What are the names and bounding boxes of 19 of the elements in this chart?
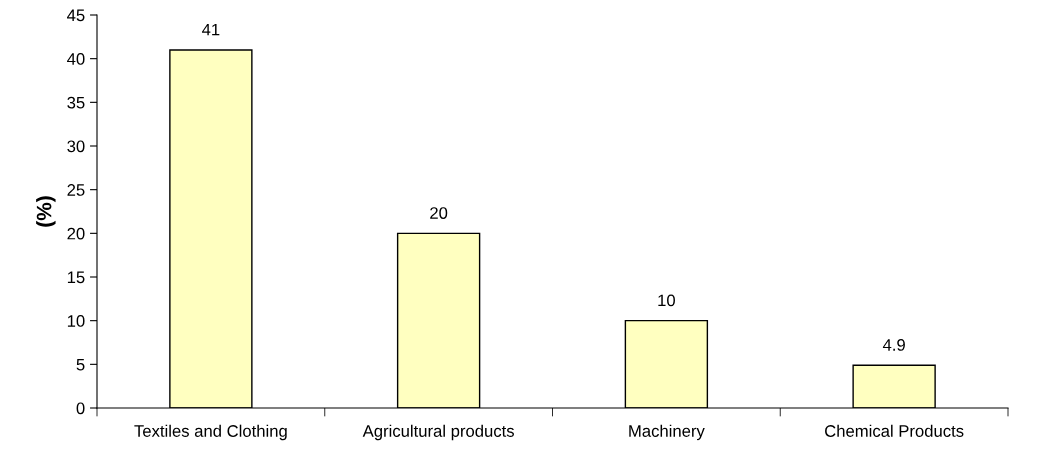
y-axis-title: (%) xyxy=(36,196,56,227)
x-tick-label: Machinery xyxy=(629,424,705,441)
y-tick-label: 10 xyxy=(67,315,85,327)
data-label: 20 xyxy=(430,207,448,219)
y-tick-label: 20 xyxy=(67,227,85,240)
x-tick-label: Chemical Products xyxy=(825,424,964,437)
y-tick-label: 25 xyxy=(67,184,85,196)
y-tick-label: 35 xyxy=(67,96,85,109)
x-tick-label: Textiles and Clothing xyxy=(134,424,287,441)
y-tick-label: 0 xyxy=(76,402,85,415)
y-tick-label: 30 xyxy=(67,140,85,153)
y-tick-label: 5 xyxy=(76,358,85,371)
y-tick-label: 40 xyxy=(67,53,85,65)
y-tick-label: 45 xyxy=(67,9,85,22)
data-label: 4.9 xyxy=(882,339,905,351)
x-tick-label: Agricultural products xyxy=(362,424,514,441)
data-label: 41 xyxy=(201,23,220,36)
data-label: 10 xyxy=(658,294,675,307)
y-tick-label: 15 xyxy=(67,271,85,284)
